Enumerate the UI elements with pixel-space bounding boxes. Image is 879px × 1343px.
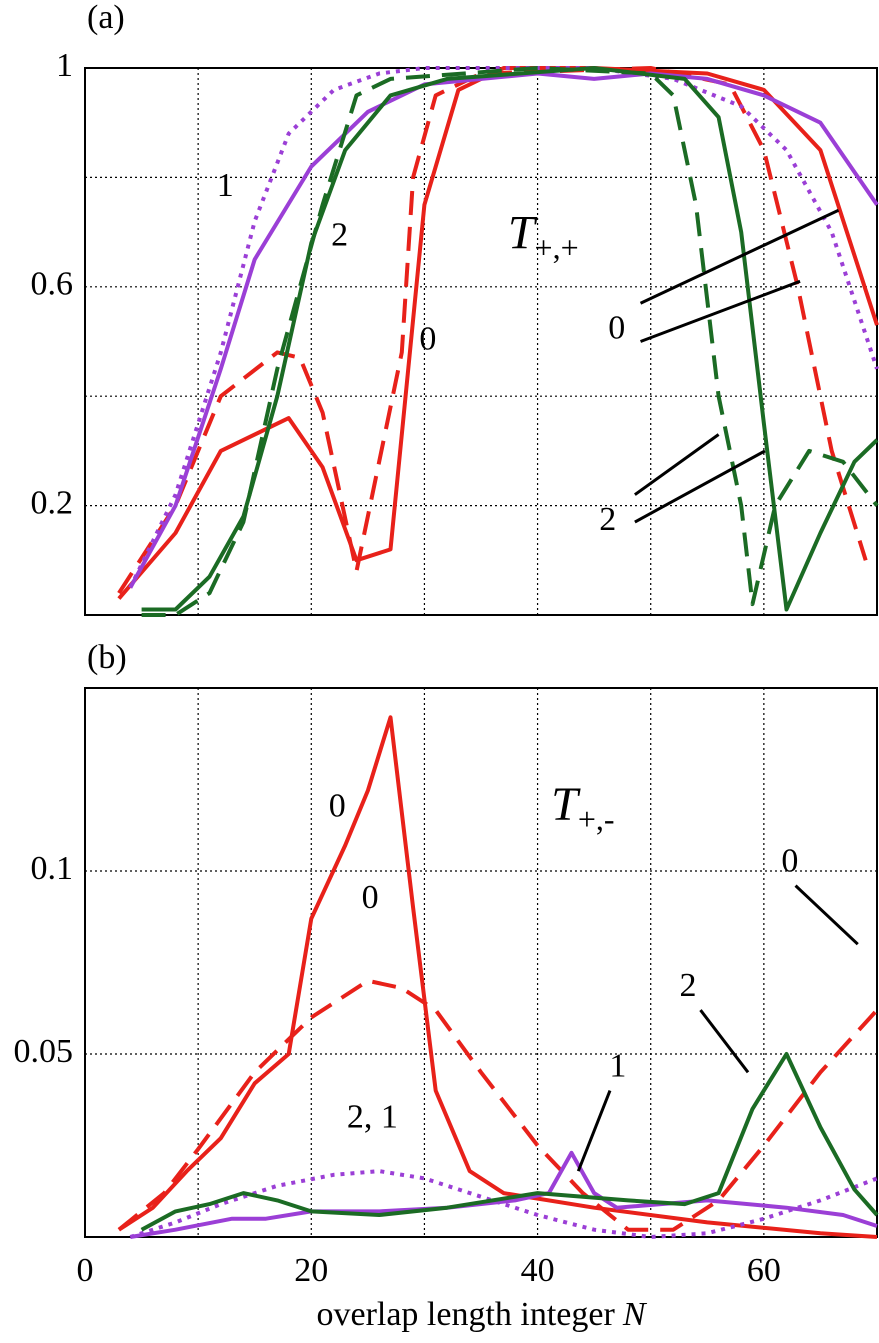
data-line — [128, 71, 879, 589]
x-axis-label-var: N — [622, 1296, 648, 1333]
leader-line — [576, 1090, 612, 1172]
curve-label: 1 — [609, 1047, 626, 1084]
symbol-sub: +,+ — [535, 230, 579, 266]
data-line — [117, 66, 879, 600]
data-line — [117, 715, 878, 1239]
plot-frame — [84, 67, 878, 616]
curve-label: 0 — [362, 879, 379, 916]
leader-line — [634, 449, 766, 524]
x-axis-label: overlap length integer N — [316, 1296, 647, 1333]
curve-label: 0 — [781, 842, 798, 879]
symbol-sub: +,- — [578, 801, 615, 837]
x-tick-label: 20 — [294, 1252, 328, 1289]
curve-label: 2 — [599, 501, 616, 538]
data-line — [141, 66, 879, 612]
quantity-symbol: T+,+ — [508, 207, 579, 266]
panel-label: (b) — [87, 639, 127, 676]
plot-frame — [84, 687, 878, 1238]
curve-label: 0 — [608, 309, 625, 346]
curve-label: 2 — [680, 967, 697, 1004]
panel-label: (a) — [87, 0, 125, 36]
data-line — [140, 1052, 879, 1232]
data-line — [117, 66, 868, 595]
curve-label: 0 — [419, 320, 436, 357]
symbol-main: T — [508, 207, 538, 260]
y-tick-label: 0.2 — [31, 484, 74, 521]
leader-line — [640, 279, 801, 343]
data-line — [129, 1150, 878, 1239]
curve-label: 0 — [329, 788, 346, 825]
leader-line — [794, 884, 859, 946]
data-line — [128, 66, 879, 589]
curve-label: 2 — [331, 216, 348, 253]
data-line — [141, 66, 879, 617]
leader-line — [633, 433, 720, 496]
y-tick-label: 0.05 — [14, 1033, 74, 1070]
quantity-symbol: T+,- — [551, 778, 614, 837]
x-tick-label: 0 — [77, 1252, 94, 1289]
y-tick-label: 0.6 — [31, 266, 74, 303]
y-tick-label: 1 — [56, 47, 73, 84]
leader-line — [699, 1009, 750, 1074]
curve-label: 2, 1 — [347, 1099, 398, 1136]
curve-label: 1 — [217, 167, 234, 204]
data-line — [117, 978, 879, 1232]
leader-line — [639, 208, 840, 305]
y-tick-label: 0.1 — [31, 850, 74, 887]
x-tick-label: 40 — [521, 1252, 555, 1289]
symbol-main: T — [551, 778, 581, 831]
x-axis-label-text: overlap length integer — [316, 1296, 615, 1333]
x-tick-label: 60 — [747, 1252, 781, 1289]
